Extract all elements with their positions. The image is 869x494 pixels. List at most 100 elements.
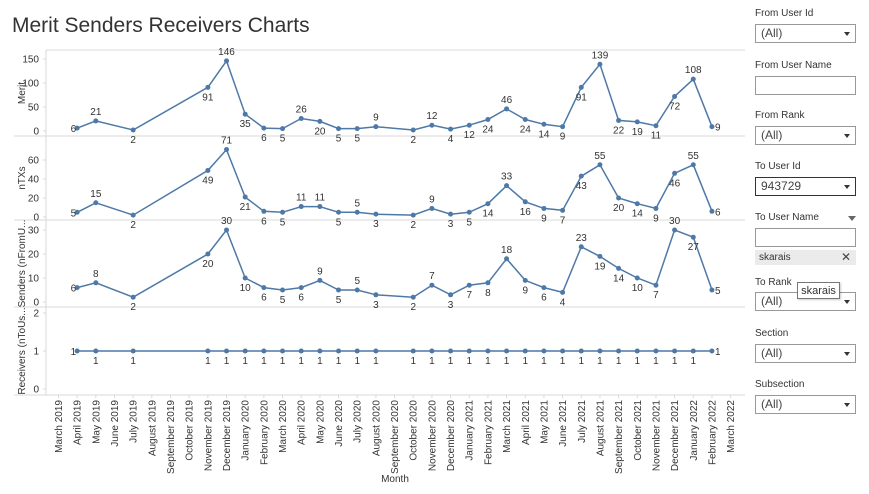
data-point <box>634 119 640 125</box>
data-point <box>597 253 603 259</box>
data-label: 1 <box>448 356 454 367</box>
data-point <box>653 205 659 211</box>
data-point <box>373 211 379 217</box>
data-label: 18 <box>501 245 513 256</box>
to-rank-value: (All) <box>761 294 783 308</box>
data-point <box>690 234 696 240</box>
y-tick-label: 30 <box>28 226 40 237</box>
chip-label: skarais <box>759 252 791 263</box>
data-label: 49 <box>202 175 214 186</box>
data-label: 30 <box>669 216 681 227</box>
to-user-id-dropdown[interactable]: 943729 <box>755 177 856 196</box>
data-point <box>485 348 491 354</box>
data-point <box>597 61 603 67</box>
data-point <box>298 348 304 354</box>
data-label: 1 <box>634 356 640 367</box>
data-point <box>93 200 99 206</box>
data-label: 10 <box>240 283 252 294</box>
data-point <box>578 244 584 250</box>
data-point <box>485 280 491 286</box>
data-point <box>597 162 603 168</box>
data-point <box>130 127 136 133</box>
data-label: 6 <box>261 293 267 304</box>
y-tick-label: 40 <box>28 175 40 186</box>
x-tick-label: November 2020 <box>427 400 438 472</box>
close-icon[interactable]: ✕ <box>840 250 851 264</box>
data-point <box>578 84 584 90</box>
to-user-name-input[interactable] <box>755 228 856 247</box>
from-user-id-label: From User Id <box>755 8 814 19</box>
data-point <box>560 207 566 213</box>
data-point <box>522 277 528 283</box>
from-user-name-input[interactable] <box>755 76 856 95</box>
data-label: 1 <box>672 356 678 367</box>
data-point <box>709 208 715 214</box>
data-label: 8 <box>93 269 99 280</box>
data-point <box>93 280 99 286</box>
data-point <box>653 123 659 129</box>
data-label: 71 <box>221 136 233 147</box>
data-point <box>354 348 360 354</box>
data-point <box>709 287 715 293</box>
y-axis-label: Receivers (nToUs... <box>17 307 28 394</box>
y-tick-label: 100 <box>22 79 39 90</box>
data-point <box>242 348 248 354</box>
data-label: 5 <box>280 295 286 306</box>
series-line <box>76 59 713 131</box>
data-point <box>597 348 603 354</box>
data-point <box>466 209 472 215</box>
data-point <box>616 195 622 201</box>
data-point <box>541 121 547 127</box>
data-label: 9 <box>429 194 435 205</box>
data-point <box>504 256 510 262</box>
series-line <box>77 228 713 299</box>
data-label: 3 <box>448 219 454 230</box>
data-label: 9 <box>653 213 659 224</box>
data-point <box>429 348 435 354</box>
x-tick-label: February 2022 <box>707 400 718 465</box>
data-label: 20 <box>202 259 214 270</box>
data-label: 9 <box>317 266 323 277</box>
data-label: 14 <box>613 273 625 284</box>
data-label: 5 <box>354 134 360 145</box>
data-point <box>466 282 472 288</box>
from-user-id-dropdown[interactable]: (All) <box>755 24 856 43</box>
section-dropdown[interactable]: (All) <box>755 344 856 363</box>
data-label: 1 <box>261 356 267 367</box>
data-label: 16 <box>520 207 532 218</box>
chevron-down-icon <box>844 185 850 189</box>
data-point <box>224 58 230 64</box>
data-point <box>560 289 566 295</box>
data-label: 23 <box>576 233 588 244</box>
data-label: 1 <box>130 356 136 367</box>
data-label: 46 <box>501 95 513 106</box>
data-point <box>672 227 678 233</box>
data-point <box>317 204 323 210</box>
data-point <box>74 125 80 131</box>
data-label: 5 <box>466 217 472 228</box>
x-tick-label: January 2020 <box>241 400 252 461</box>
data-point <box>373 348 379 354</box>
y-tick-label: 0 <box>33 385 39 396</box>
data-point <box>541 205 547 211</box>
data-point <box>578 173 584 179</box>
x-tick-label: May 2019 <box>91 400 102 444</box>
data-label: 1 <box>298 356 304 367</box>
filter-menu-icon[interactable] <box>848 216 856 221</box>
data-label: 1 <box>205 356 211 367</box>
data-label: 7 <box>560 215 566 226</box>
data-label: 5 <box>336 295 342 306</box>
data-label: 3 <box>373 219 379 230</box>
data-label: 3 <box>373 300 379 311</box>
data-point <box>672 93 678 99</box>
x-tick-label: January 2021 <box>465 400 476 461</box>
subsection-value: (All) <box>761 397 783 411</box>
subsection-dropdown[interactable]: (All) <box>755 395 856 414</box>
data-point <box>261 208 267 214</box>
from-rank-dropdown[interactable]: (All) <box>755 126 856 145</box>
data-label: 20 <box>613 203 625 214</box>
data-label: 9 <box>373 113 379 124</box>
data-label: 9 <box>715 123 721 134</box>
data-label: 108 <box>685 65 702 76</box>
